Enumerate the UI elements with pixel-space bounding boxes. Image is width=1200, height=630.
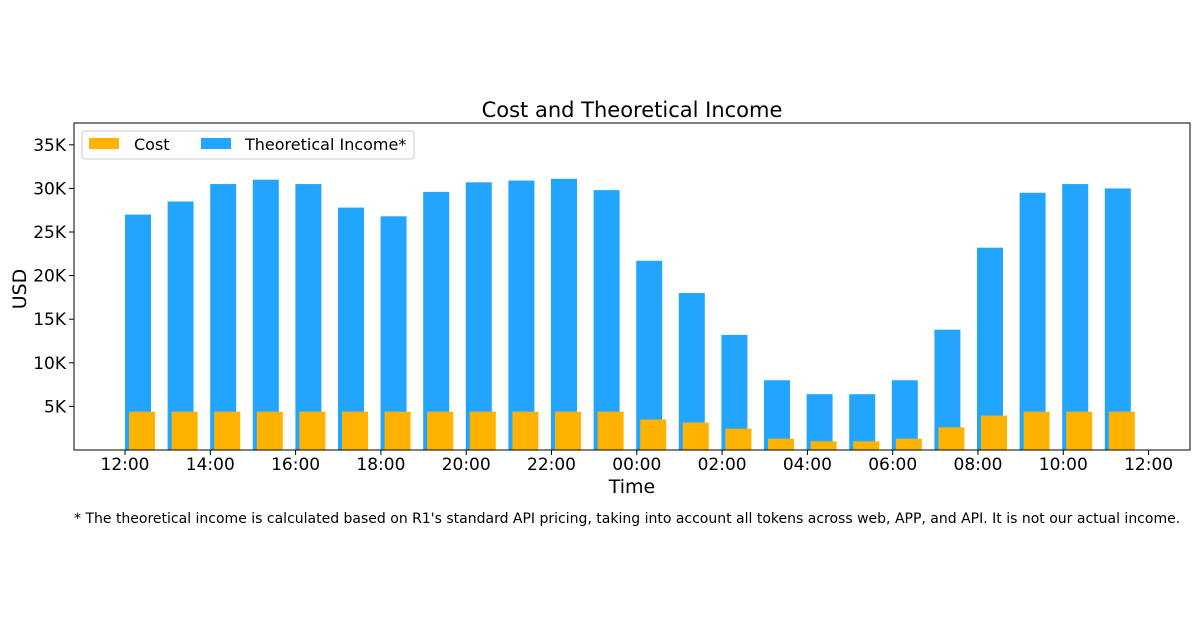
plot-frame [73,122,1191,451]
x-tick-label: 12:00 [1124,455,1173,475]
chart-title: Cost and Theoretical Income [482,98,783,122]
income-bar [380,216,407,450]
cost-bar [640,419,667,450]
y-tick-label: 15K [33,310,67,330]
income-bar [508,180,535,450]
income-bar [764,380,790,450]
x-tick-label: 22:00 [527,455,576,475]
income-bar [636,260,663,450]
y-axis: 5K 10K 15K 20K 25K 30K 35K [33,136,74,417]
cost-bar [725,428,752,450]
cost-bar [597,411,624,450]
x-tick-label: 12:00 [101,455,150,475]
cost-bar [342,411,368,450]
income-bar [295,184,322,451]
bars-layer [125,178,1135,451]
legend-swatch-theoretical-income [201,138,231,149]
cost-bar [768,438,794,450]
y-tick-label: 25K [33,223,67,243]
x-tick-label: 16:00 [271,455,320,475]
y-tick-label: 30K [33,179,67,199]
income-bar [593,190,620,451]
x-axis-label: Time [608,476,656,498]
cost-bar [299,411,326,450]
cost-bar [214,411,241,450]
cost-bar [938,427,965,450]
cost-bar [384,411,411,450]
income-bar [849,394,876,450]
income-bar [167,201,194,450]
y-axis-label: USD [9,269,31,310]
income-bar [423,191,450,450]
x-tick-label: 00:00 [612,455,661,475]
cost-bar [469,411,496,450]
cost-bar [1108,411,1135,450]
cost-bar [1023,411,1050,450]
cost-bar [256,411,283,450]
x-tick-label: 02:00 [698,455,747,475]
x-tick-label: 14:00 [186,455,235,475]
income-bar [1019,192,1046,450]
y-tick-label: 20K [33,267,67,287]
x-tick-label: 20:00 [442,455,491,475]
income-bar [551,178,577,451]
income-bar [891,380,918,450]
cost-bar [555,411,581,450]
footnote: * The theoretical income is calculated b… [74,511,1181,527]
income-bar [210,184,237,451]
income-bar [125,214,151,450]
x-axis: 12:00 14:00 16:00 18:00 20:00 22:00 00:00 02:00… [101,450,1173,475]
income-bar [1062,184,1089,451]
legend-label-theoretical-income: Theoretical Income* [244,135,406,154]
cost-bar [895,438,922,450]
y-tick-label: 5K [44,397,67,417]
cost-bar [1066,411,1093,450]
x-tick-label: 04:00 [783,455,832,475]
cost-bar [853,441,880,450]
income-bar [1104,188,1131,450]
x-tick-label: 06:00 [868,455,917,475]
cost-bar [810,441,837,450]
cost-bar [682,422,709,450]
legend-swatch-cost [89,138,119,149]
x-tick-label: 08:00 [954,455,1003,475]
income-bar [465,182,492,450]
y-tick-label: 10K [33,354,67,374]
cost-bar [171,411,198,450]
x-tick-label: 18:00 [356,455,405,475]
cost-bar [427,411,454,450]
cost-bar [981,415,1007,450]
legend-box [81,130,415,160]
cost-bar [512,411,539,450]
y-tick-label: 35K [33,136,67,156]
income-bar [252,179,279,450]
cost-bar [129,411,155,450]
income-bar [806,394,833,450]
income-bar [338,207,364,450]
x-tick-label: 10:00 [1039,455,1088,475]
legend-label-cost: Cost [134,135,170,154]
legend: Cost Theoretical Income* [81,130,415,160]
